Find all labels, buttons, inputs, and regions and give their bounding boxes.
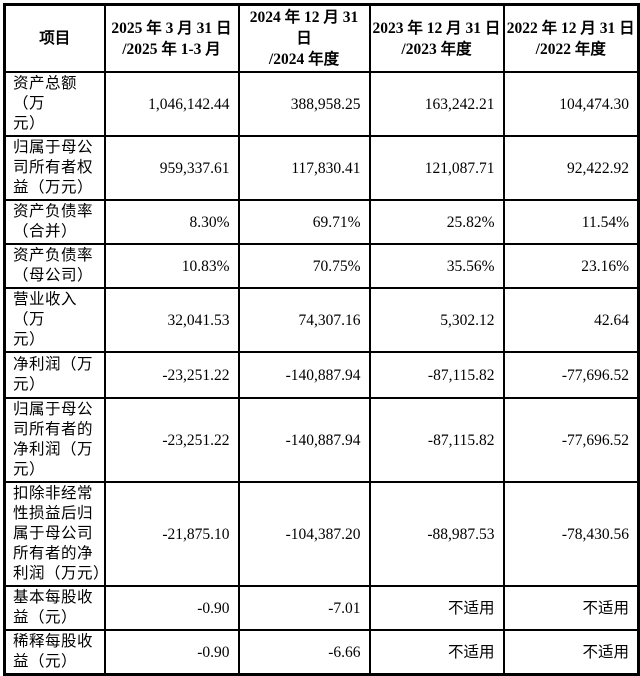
cell-value: 959,337.61 — [103, 135, 240, 201]
cell-value: 35.56% — [368, 243, 505, 289]
cell-value: 42.64 — [502, 287, 640, 353]
cell-value: 104,474.30 — [502, 71, 640, 137]
page: 项目 2025 年 3 月 31 日 /2025 年 1-3 月 2024 年 … — [3, 3, 640, 676]
cell-value: 32,041.53 — [103, 287, 240, 353]
row-label: 归属于母公 司所有者权 益（万元） — [3, 135, 106, 201]
cell-value: 不适用 — [502, 629, 640, 676]
row-label: 资产负债率 （母公司） — [3, 243, 106, 289]
row-label: 资产负债率 （合并） — [3, 199, 106, 245]
cell-value: -140,887.94 — [237, 397, 371, 483]
cell-value: 不适用 — [368, 629, 505, 676]
cell-value: 11.54% — [502, 199, 640, 245]
cell-value: 69.71% — [237, 199, 371, 245]
column-header-2024: 2024 年 12 月 31 日 /2024 年度 — [237, 3, 371, 73]
cell-value: 121,087.71 — [368, 135, 505, 201]
column-header-2023: 2023 年 12 月 31 日 /2023 年度 — [368, 3, 505, 73]
table-row-debt-ratio-consolidated: 资产负债率 （合并） 8.30% 69.71% 25.82% 11.54% — [3, 199, 640, 245]
row-label: 归属于母公 司所有者的 净利润（万 元） — [3, 397, 106, 483]
cell-value: 1,046,142.44 — [103, 71, 240, 137]
cell-value: 70.75% — [237, 243, 371, 289]
cell-value: -104,387.20 — [237, 481, 371, 587]
cell-value: -6.66 — [237, 629, 371, 676]
cell-value: -21,875.10 — [103, 481, 240, 587]
table-row-net-profit-excl-nonrecurring: 扣除非经常 性损益后归 属于母公司 所有者的净 利润（万元） -21,875.1… — [3, 481, 640, 587]
cell-value: 163,242.21 — [368, 71, 505, 137]
row-label: 营业收入（万 元） — [3, 287, 106, 353]
row-label: 净利润（万 元） — [3, 351, 106, 399]
table-row-total-assets: 资产总额（万 元） 1,046,142.44 388,958.25 163,24… — [3, 71, 640, 137]
cell-value: -140,887.94 — [237, 351, 371, 399]
table-row-revenue: 营业收入（万 元） 32,041.53 74,307.16 5,302.12 4… — [3, 287, 640, 353]
row-label: 资产总额（万 元） — [3, 71, 106, 137]
cell-value: -0.90 — [103, 629, 240, 676]
cell-value: 8.30% — [103, 199, 240, 245]
table-row-net-profit: 净利润（万 元） -23,251.22 -140,887.94 -87,115.… — [3, 351, 640, 399]
column-header-item: 项目 — [3, 3, 106, 73]
cell-value: -77,696.52 — [502, 351, 640, 399]
table-row-net-profit-parent: 归属于母公 司所有者的 净利润（万 元） -23,251.22 -140,887… — [3, 397, 640, 483]
table-row-parent-equity: 归属于母公 司所有者权 益（万元） 959,337.61 117,830.41 … — [3, 135, 640, 201]
cell-value: 92,422.92 — [502, 135, 640, 201]
cell-value: 25.82% — [368, 199, 505, 245]
cell-value: -23,251.22 — [103, 397, 240, 483]
cell-value: 10.83% — [103, 243, 240, 289]
cell-value: -78,430.56 — [502, 481, 640, 587]
header-row: 项目 2025 年 3 月 31 日 /2025 年 1-3 月 2024 年 … — [3, 3, 640, 73]
cell-value: -87,115.82 — [368, 351, 505, 399]
row-label: 扣除非经常 性损益后归 属于母公司 所有者的净 利润（万元） — [3, 481, 106, 587]
cell-value: 23.16% — [502, 243, 640, 289]
cell-value: 388,958.25 — [237, 71, 371, 137]
row-label: 稀释每股收 益（元） — [3, 629, 106, 676]
cell-value: 74,307.16 — [237, 287, 371, 353]
cell-value: 117,830.41 — [237, 135, 371, 201]
column-header-2022: 2022 年 12 月 31 日 /2022 年度 — [502, 3, 640, 73]
column-header-2025: 2025 年 3 月 31 日 /2025 年 1-3 月 — [103, 3, 240, 73]
cell-value: -23,251.22 — [103, 351, 240, 399]
cell-value: -87,115.82 — [368, 397, 505, 483]
cell-value: -88,987.53 — [368, 481, 505, 587]
table-row-debt-ratio-parent: 资产负债率 （母公司） 10.83% 70.75% 35.56% 23.16% — [3, 243, 640, 289]
cell-value: -77,696.52 — [502, 397, 640, 483]
cell-value: 5,302.12 — [368, 287, 505, 353]
table-row-diluted-eps: 稀释每股收 益（元） -0.90 -6.66 不适用 不适用 — [3, 629, 640, 676]
financial-summary-table: 项目 2025 年 3 月 31 日 /2025 年 1-3 月 2024 年 … — [3, 3, 640, 676]
